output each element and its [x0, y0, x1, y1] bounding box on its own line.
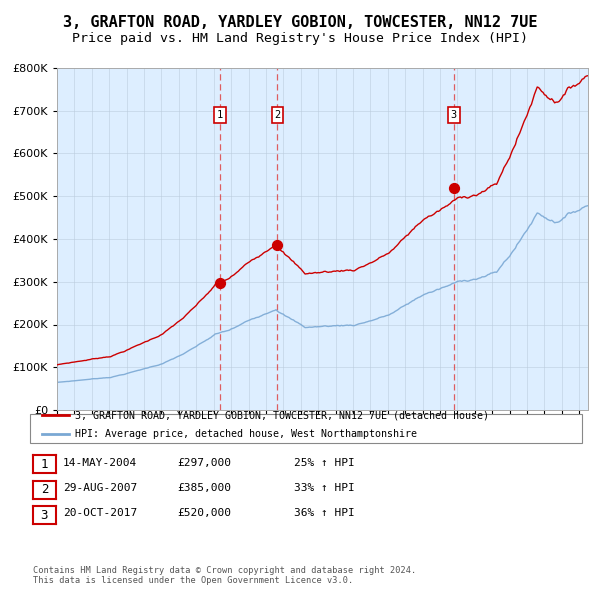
Point — [449, 183, 459, 192]
Text: £520,000: £520,000 — [177, 509, 231, 518]
Text: 29-AUG-2007: 29-AUG-2007 — [63, 483, 137, 493]
Text: Price paid vs. HM Land Registry's House Price Index (HPI): Price paid vs. HM Land Registry's House … — [72, 32, 528, 45]
Text: 2: 2 — [41, 483, 48, 496]
Text: 1: 1 — [217, 110, 223, 120]
Text: Contains HM Land Registry data © Crown copyright and database right 2024.
This d: Contains HM Land Registry data © Crown c… — [33, 566, 416, 585]
Text: 3: 3 — [451, 110, 457, 120]
Text: HPI: Average price, detached house, West Northamptonshire: HPI: Average price, detached house, West… — [75, 430, 417, 439]
Text: 2: 2 — [274, 110, 281, 120]
Text: 3, GRAFTON ROAD, YARDLEY GOBION, TOWCESTER, NN12 7UE (detached house): 3, GRAFTON ROAD, YARDLEY GOBION, TOWCEST… — [75, 411, 489, 420]
Text: 1: 1 — [41, 458, 48, 471]
Text: 20-OCT-2017: 20-OCT-2017 — [63, 509, 137, 518]
Text: £385,000: £385,000 — [177, 483, 231, 493]
Text: 3, GRAFTON ROAD, YARDLEY GOBION, TOWCESTER, NN12 7UE: 3, GRAFTON ROAD, YARDLEY GOBION, TOWCEST… — [63, 15, 537, 30]
Text: 33% ↑ HPI: 33% ↑ HPI — [294, 483, 355, 493]
Text: 25% ↑ HPI: 25% ↑ HPI — [294, 458, 355, 467]
Point — [272, 241, 282, 250]
Text: 3: 3 — [41, 509, 48, 522]
Text: 36% ↑ HPI: 36% ↑ HPI — [294, 509, 355, 518]
Point — [215, 278, 225, 288]
Text: £297,000: £297,000 — [177, 458, 231, 467]
Text: 14-MAY-2004: 14-MAY-2004 — [63, 458, 137, 467]
